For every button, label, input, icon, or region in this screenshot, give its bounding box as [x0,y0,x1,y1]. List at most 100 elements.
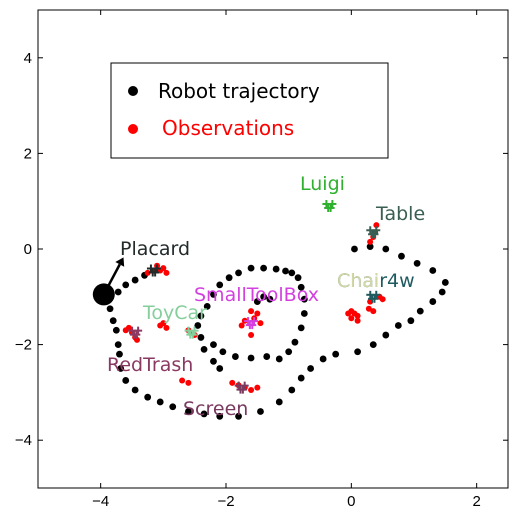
object-label-screen: Screen [183,398,248,420]
trajectory-point [416,307,424,315]
trajectory-point [285,348,293,356]
trajectory-point [366,243,374,251]
trajectory-point [382,245,390,253]
trajectory-point [216,365,224,372]
robot-heading [102,263,121,295]
trajectory-point [117,365,125,372]
object-marker [240,381,249,390]
observation-point [348,315,355,322]
trajectory-point [247,264,255,272]
object-marker [134,326,143,335]
y-tick-label: −4 [15,432,32,449]
trajectory-point [297,283,305,291]
y-tick-label: −2 [15,337,32,354]
trajectory-point [351,245,358,253]
trajectory-point [131,386,139,394]
trajectory-point [272,265,280,273]
trajectory-point [288,386,296,394]
object-label-smalltoolbox: SmallToolBox [194,284,319,306]
trajectory-point [300,295,308,303]
trajectory-point [225,274,233,282]
observation-point [248,387,255,394]
observation-point [345,310,352,317]
trajectory-point [257,408,264,415]
observation-point [254,310,261,317]
trajectory-point [291,338,299,346]
trajectory-point [200,345,208,353]
observation-point [248,332,255,339]
trajectory-point [429,298,437,305]
trajectory-point [203,302,211,310]
observation-point [254,384,261,391]
object-label-chair-overlay: Chai [337,270,379,292]
trajectory-point [197,312,205,320]
trajectory-point [297,324,305,332]
observation-point [179,377,186,384]
x-tick-label: −2 [217,493,234,510]
robot-pose [92,257,125,306]
x-tick-label: 0 [347,493,355,510]
object-label-chair4w: Chair4w [337,270,415,292]
trajectory-point [210,357,217,365]
observation-point [379,296,386,303]
object-labels: Luigi Table Placard Chair4w ToyCarSmallToolB… [107,173,425,420]
trajectory-point [197,334,205,341]
observation-point [163,324,170,331]
object-marker [190,326,199,335]
trajectory-point [169,403,177,411]
trajectory-point [216,281,224,289]
trajectory-point [319,355,327,363]
object-marker [372,290,381,299]
trajectory-point [382,331,390,339]
x-tick-label: 2 [472,493,480,510]
object-markers [128,199,381,394]
trajectory-point [194,322,202,329]
trajectory-point [210,341,217,348]
trajectory-point [122,281,130,289]
y-tick-label: 4 [24,50,32,67]
object-marker [250,317,259,326]
trajectory-point [185,408,192,415]
trajectory-point [300,310,308,317]
observation-point [367,238,374,245]
trajectory-point [407,317,415,325]
trajectory-point [144,393,152,401]
legend-marker-observations [128,124,138,134]
legend-box [110,62,389,159]
observation-point [229,379,236,386]
object-marker [372,226,381,235]
trajectory-point [332,350,340,358]
trajectory-point [116,350,123,358]
trajectory-point [307,365,314,372]
object-label-redtrash: RedTrash [107,354,193,376]
observation-point [370,308,377,315]
observation-point [163,269,170,276]
trajectory-point [200,410,208,418]
trajectory-point [260,293,267,301]
observation-point [257,320,264,327]
trajectory-point [109,317,117,325]
trajectory-point [112,326,120,334]
trajectory-point [114,288,122,296]
trajectory-point [354,348,361,356]
trajectory-point [263,353,271,360]
trajectory-point [253,298,261,305]
legend-marker-trajectory [128,86,138,96]
trajectory-point [275,355,283,363]
y-tick-label: 2 [24,145,32,162]
legend-label-observations: Observations [162,116,294,140]
trajectory-point [398,252,405,260]
observation-point [248,308,255,315]
trajectory-point [297,374,305,382]
trajectory-point [114,341,122,348]
object-label-luigi: Luigi [300,173,345,195]
x-tick-label: −4 [92,493,109,510]
object-marker [152,264,161,273]
observation-point [185,379,192,386]
trajectory-series [103,243,449,420]
observation-point [144,269,151,276]
trajectory-point [282,267,289,275]
robot-heading-arrow [115,257,125,267]
observation-point [238,322,245,329]
